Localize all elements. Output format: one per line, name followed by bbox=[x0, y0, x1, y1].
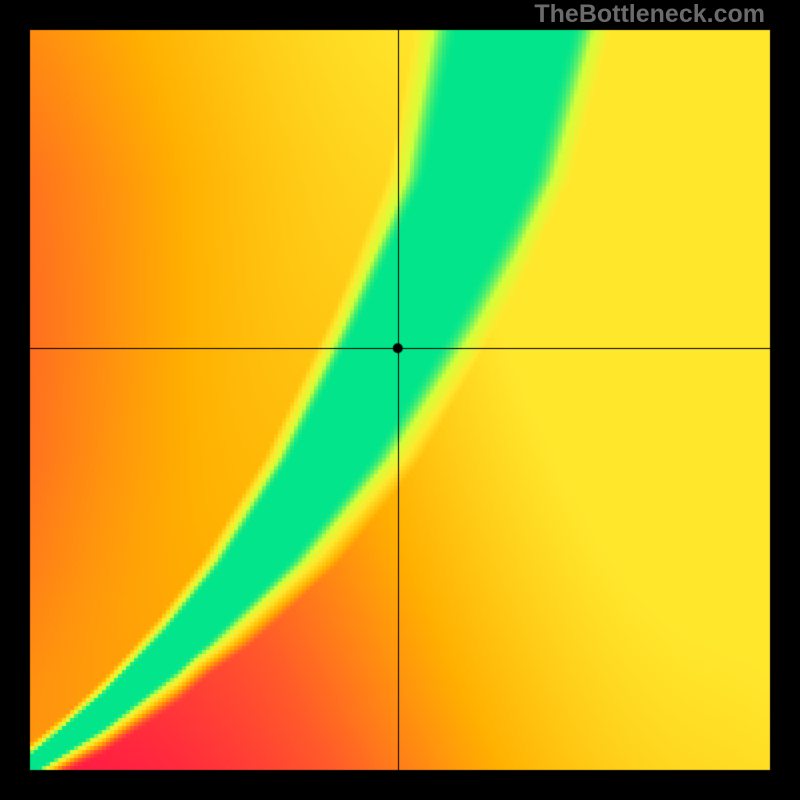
watermark-text: TheBottleneck.com bbox=[534, 0, 765, 29]
chart-container: TheBottleneck.com bbox=[0, 0, 800, 800]
bottleneck-heatmap bbox=[0, 0, 800, 800]
